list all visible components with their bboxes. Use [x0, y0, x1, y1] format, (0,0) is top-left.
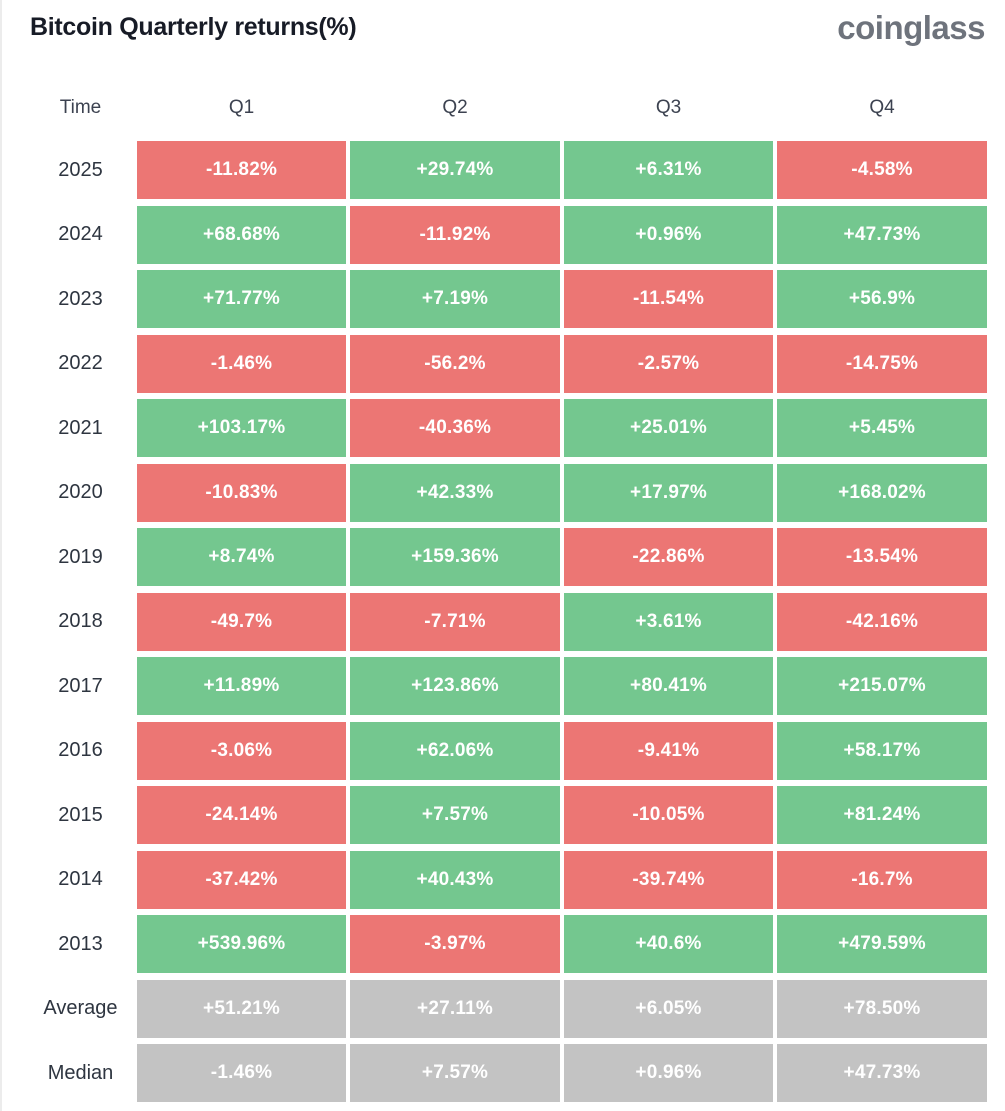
row-label-2014: 2014 [58, 868, 103, 890]
return-cell-2025-q3: +6.31% [564, 141, 773, 199]
return-cell-2017-q1: +11.89% [137, 657, 346, 715]
return-cell-median-q2: +7.57% [350, 1044, 560, 1102]
return-cell-2015-q3: -10.05% [564, 786, 773, 844]
title-bar: Bitcoin Quarterly returns(%) coinglass [2, 0, 1005, 56]
row-label-2013: 2013 [58, 932, 103, 955]
column-header-q1: Q1 [228, 97, 255, 118]
row-label-median: Median [47, 1061, 114, 1084]
row-label-2021: 2021 [58, 416, 103, 439]
return-cell-average-q1: +51.21% [137, 979, 346, 1038]
return-cell-median-q4: +47.73% [777, 1044, 987, 1102]
return-cell-2017-q2: +123.86% [350, 657, 560, 715]
return-cell-2018-q1: -49.7% [137, 592, 346, 651]
return-cell-2014-q1: -37.42% [137, 850, 346, 909]
row-label-average: Average [43, 997, 118, 1019]
row-label-2022: 2022 [58, 352, 103, 374]
return-cell-2023-q2: +7.19% [350, 270, 560, 328]
return-cell-2021-q3: +25.01% [564, 399, 773, 457]
return-cell-2013-q2: -3.97% [350, 915, 560, 973]
return-cell-average-q3: +6.05% [564, 979, 773, 1038]
return-cell-2017-q3: +80.41% [564, 657, 773, 715]
row-label-2019: 2019 [58, 545, 103, 568]
return-cell-2017-q4: +215.07% [777, 657, 987, 715]
return-cell-2014-q2: +40.43% [350, 850, 560, 909]
return-cell-2016-q3: -9.41% [564, 721, 773, 780]
return-cell-median-q3: +0.96% [564, 1044, 773, 1102]
return-cell-2021-q2: -40.36% [350, 399, 560, 457]
return-cell-2024-q2: -11.92% [350, 205, 560, 264]
return-cell-2023-q3: -11.54% [564, 270, 773, 328]
return-cell-2013-q1: +539.96% [137, 915, 346, 973]
return-cell-2024-q4: +47.73% [777, 205, 987, 264]
return-cell-2020-q2: +42.33% [350, 463, 560, 522]
return-cell-2022-q3: -2.57% [564, 334, 773, 393]
return-cell-2016-q4: +58.17% [777, 721, 987, 780]
return-cell-2014-q3: -39.74% [564, 850, 773, 909]
row-label-2017: 2017 [58, 674, 103, 697]
return-cell-2015-q1: -24.14% [137, 786, 346, 844]
row-label-2024: 2024 [58, 223, 103, 245]
column-header-q4: Q4 [869, 97, 895, 118]
return-cell-2018-q4: -42.16% [777, 592, 987, 651]
return-cell-2016-q2: +62.06% [350, 721, 560, 780]
return-cell-2020-q1: -10.83% [137, 463, 346, 522]
return-cell-median-q1: -1.46% [137, 1044, 346, 1102]
column-header-q2: Q2 [442, 97, 468, 118]
returns-grid: 2025 -11.82% +29.74% +6.31% -4.58% 2024 +68.68… [2, 141, 1005, 1102]
return-cell-2024-q1: +68.68% [137, 205, 346, 264]
return-cell-average-q4: +78.50% [777, 979, 987, 1038]
return-cell-2023-q1: +71.77% [137, 270, 346, 328]
return-cell-2013-q4: +479.59% [777, 915, 987, 973]
return-cell-2020-q3: +17.97% [564, 463, 773, 522]
return-cell-2022-q2: -56.2% [350, 334, 560, 393]
return-cell-2014-q4: -16.7% [777, 850, 987, 909]
return-cell-2013-q3: +40.6% [564, 915, 773, 973]
return-cell-2018-q3: +3.61% [564, 592, 773, 651]
return-cell-2025-q4: -4.58% [777, 141, 987, 199]
return-cell-2025-q2: +29.74% [350, 141, 560, 199]
return-cell-2021-q1: +103.17% [137, 399, 346, 457]
return-cell-2016-q1: -3.06% [137, 721, 346, 780]
page-title: Bitcoin Quarterly returns(%) [30, 13, 357, 41]
row-label-2015: 2015 [58, 803, 103, 826]
return-cell-2015-q4: +81.24% [777, 786, 987, 844]
return-cell-2019-q2: +159.36% [350, 528, 560, 586]
row-label-2016: 2016 [58, 739, 103, 761]
coinglass-logo[interactable]: coinglass [837, 9, 985, 46]
return-cell-2019-q3: -22.86% [564, 528, 773, 586]
row-label-2018: 2018 [58, 610, 103, 632]
return-cell-2025-q1: -11.82% [137, 141, 346, 199]
row-label-2020: 2020 [58, 481, 103, 503]
row-label-2025: 2025 [58, 158, 103, 181]
return-cell-2020-q4: +168.02% [777, 463, 987, 522]
return-cell-2022-q1: -1.46% [137, 334, 346, 393]
return-cell-2023-q4: +56.9% [777, 270, 987, 328]
header-row: Time Q1 Q2 Q3 Q4 [2, 94, 1005, 122]
return-cell-average-q2: +27.11% [350, 979, 560, 1038]
column-header-q3: Q3 [655, 97, 682, 118]
return-cell-2015-q2: +7.57% [350, 786, 560, 844]
return-cell-2019-q4: -13.54% [777, 528, 987, 586]
row-label-2023: 2023 [58, 287, 103, 310]
return-cell-2019-q1: +8.74% [137, 528, 346, 586]
return-cell-2018-q2: -7.71% [350, 592, 560, 651]
return-cell-2021-q4: +5.45% [777, 399, 987, 457]
return-cell-2022-q4: -14.75% [777, 334, 987, 393]
column-header-time: Time [59, 97, 102, 118]
return-cell-2024-q3: +0.96% [564, 205, 773, 264]
